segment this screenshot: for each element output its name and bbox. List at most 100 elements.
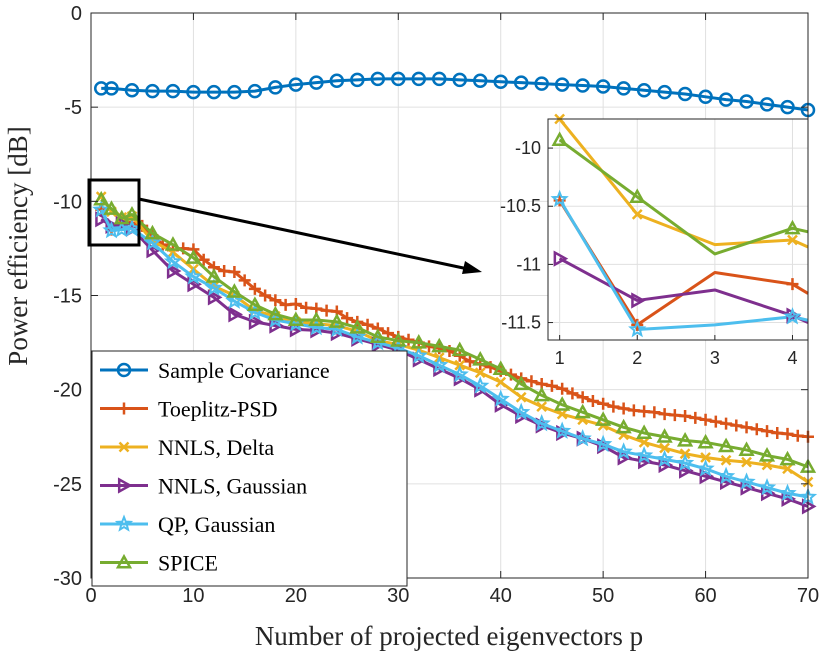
legend-entry-sample-covariance: Sample Covariance (100, 358, 330, 383)
legend-marker (118, 441, 130, 453)
data-point-sample-covariance (677, 86, 693, 102)
data-point-spice (533, 386, 550, 402)
data-point-qp-gaussian (430, 355, 449, 373)
data-point-qp-gaussian (491, 389, 510, 407)
data-point-qp-gaussian (163, 251, 183, 270)
legend-label: Toeplitz-PSD (158, 397, 277, 422)
data-point-qp-gaussian (614, 442, 633, 460)
data-point-sample-covariance (432, 71, 447, 87)
legend-label: NNLS, Gaussian (158, 474, 307, 499)
data-point-sample-covariance (698, 89, 713, 105)
data-point-spice (246, 296, 264, 311)
data-point-toeplitz-psd (463, 355, 476, 368)
data-point-toeplitz-psd (259, 289, 272, 302)
data-point-toeplitz-psd (627, 404, 640, 417)
data-point-nnls-delta (495, 376, 507, 388)
y-tick-label: -30 (53, 568, 82, 590)
inset-data-point-spice (551, 131, 568, 146)
data-point-spice (205, 268, 223, 283)
inset-y-tick-label: -10.5 (500, 196, 541, 216)
data-point-toeplitz-psd (638, 405, 651, 418)
data-point-toeplitz-psd (576, 391, 589, 404)
data-point-sample-covariance (165, 83, 181, 99)
data-point-toeplitz-psd (709, 415, 722, 428)
legend-marker (117, 477, 133, 494)
data-point-toeplitz-psd (341, 312, 354, 325)
data-point-nnls-delta (515, 391, 527, 403)
data-point-toeplitz-psd (228, 265, 241, 278)
data-point-qp-gaussian (204, 278, 224, 296)
data-point-spice (113, 209, 130, 225)
data-point-toeplitz-psd (730, 419, 743, 432)
series-layer (92, 71, 818, 515)
data-point-toeplitz-psd (658, 408, 671, 421)
data-point-nnls-delta (720, 454, 732, 466)
data-point-nnls-delta (741, 456, 752, 468)
data-point-sample-covariance (472, 73, 488, 89)
legend-entry-spice: SPICE (100, 551, 218, 576)
y-tick-label: -15 (53, 286, 82, 308)
data-point-qp-gaussian (512, 402, 531, 421)
data-point-qp-gaussian (143, 233, 162, 251)
data-point-qp-gaussian (778, 483, 797, 502)
data-point-nnls-gaussian (228, 306, 243, 323)
inset-data-point-spice (784, 219, 801, 235)
inset-y-tick-label: -11 (516, 254, 541, 274)
data-point-sample-covariance (554, 77, 570, 92)
data-point-toeplitz-psd (402, 333, 415, 346)
data-point-qp-gaussian (409, 346, 428, 364)
x-tick-label: 40 (490, 585, 512, 607)
data-point-nnls-delta (474, 367, 486, 379)
data-point-spice (328, 313, 345, 328)
data-point-nnls-gaussian (801, 498, 817, 515)
data-point-spice (492, 360, 509, 375)
inset-data-point-nnls-delta (631, 208, 643, 220)
inset-data-point-nnls-gaussian (553, 250, 569, 267)
data-point-spice (676, 431, 694, 447)
inset-data-point-toeplitz-psd (786, 278, 799, 291)
y-tick-label: -10 (53, 191, 82, 213)
data-point-qp-gaussian (225, 291, 244, 309)
inset-data-point-spice (629, 188, 646, 203)
data-point-toeplitz-psd (382, 327, 395, 340)
data-point-toeplitz-psd (289, 297, 302, 310)
x-tick-label: 20 (285, 585, 307, 607)
data-point-qp-gaussian (471, 376, 490, 394)
data-point-spice (656, 428, 673, 443)
data-point-spice (451, 341, 468, 357)
data-point-qp-gaussian (532, 413, 551, 432)
data-point-spice (267, 305, 284, 321)
data-point-sample-covariance (595, 79, 611, 94)
data-point-qp-gaussian (675, 453, 695, 471)
data-point-qp-gaussian (716, 466, 736, 485)
y-tick-label: -5 (64, 97, 82, 119)
inset-x-tick-label: 2 (632, 348, 642, 368)
data-point-toeplitz-psd (586, 394, 599, 407)
data-point-toeplitz-psd (679, 410, 692, 423)
data-point-toeplitz-psd (361, 318, 374, 331)
data-point-spice (410, 334, 427, 349)
data-point-qp-gaussian (573, 429, 592, 447)
data-point-toeplitz-psd (218, 265, 231, 278)
data-point-sample-covariance (247, 83, 263, 99)
data-point-spice (349, 318, 366, 334)
data-point-qp-gaussian (450, 364, 469, 383)
data-point-spice (431, 337, 448, 353)
data-point-sample-covariance (780, 99, 795, 115)
data-point-spice (472, 350, 489, 366)
data-point-qp-gaussian (655, 449, 674, 468)
data-point-toeplitz-psd (771, 426, 784, 439)
data-point-spice (595, 411, 612, 426)
data-point-nnls-gaussian (248, 313, 264, 330)
data-point-sample-covariance (411, 71, 427, 87)
zoom-arrow (138, 197, 469, 271)
y-tick-label: -20 (53, 380, 82, 402)
data-point-nnls-delta (638, 437, 650, 448)
data-point-spice (697, 433, 714, 449)
data-point-qp-gaussian (757, 477, 777, 496)
inset-tick-marks (548, 147, 793, 340)
data-point-nnls-delta (782, 463, 793, 475)
data-point-sample-covariance (309, 75, 324, 90)
inset-x-tick-label: 3 (710, 348, 720, 368)
data-point-toeplitz-psd (597, 397, 610, 410)
